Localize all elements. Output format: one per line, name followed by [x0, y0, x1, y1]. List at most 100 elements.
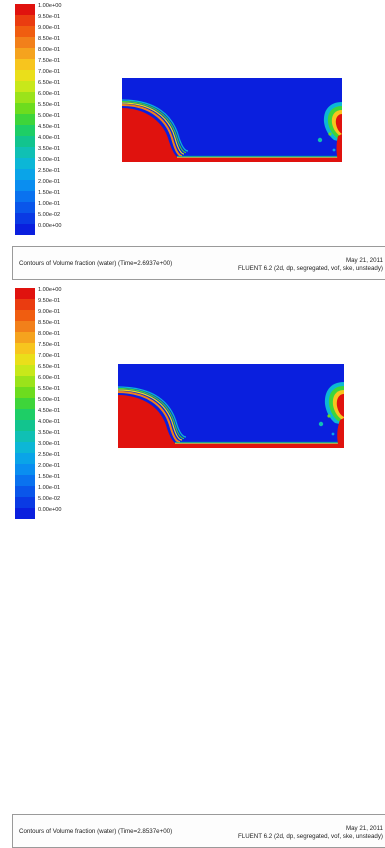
- colormap-swatch: [15, 310, 35, 321]
- droplet: [332, 148, 336, 152]
- colormap-swatch: [15, 103, 35, 114]
- colormap-label: 5.50e-01: [38, 102, 61, 108]
- colormap-swatch: [15, 387, 35, 398]
- colormap-label: 8.00e-01: [38, 331, 61, 337]
- colormap-swatch: [15, 332, 35, 343]
- colormap-label: 6.50e-01: [38, 364, 61, 370]
- caption-title: Contours of Volume fraction (water) (Tim…: [19, 828, 173, 835]
- colormap-label: 7.50e-01: [38, 342, 61, 348]
- colormap-label: 4.00e-01: [38, 419, 61, 425]
- colormap-label: 6.00e-01: [38, 91, 61, 97]
- colormap-swatch: [15, 15, 35, 26]
- colormap-label: 2.00e-01: [38, 463, 61, 469]
- colormap-label: 1.00e+00: [38, 3, 62, 9]
- colormap-swatch: [15, 224, 35, 235]
- colormap-swatch: [15, 147, 35, 158]
- colormap-label: 5.00e-01: [38, 397, 61, 403]
- colormap-label: 8.50e-01: [38, 320, 61, 326]
- colormap-swatch: [15, 365, 35, 376]
- colormap-swatch: [15, 125, 35, 136]
- colormap-swatch: [15, 508, 35, 519]
- bottom-water-film: [177, 158, 342, 162]
- colormap-swatch: [15, 321, 35, 332]
- colormap-label: 7.00e-01: [38, 69, 61, 75]
- colormap-bar: [15, 288, 35, 519]
- colormap-swatch: [15, 343, 35, 354]
- colormap-label: 1.00e-01: [38, 201, 61, 207]
- colormap-label: 8.50e-01: [38, 36, 61, 42]
- colormap-swatch: [15, 464, 35, 475]
- colormap-label: 2.50e-01: [38, 452, 61, 458]
- colormap-label: 3.00e-01: [38, 157, 61, 163]
- colormap-label: 7.50e-01: [38, 58, 61, 64]
- colormap-swatch: [15, 70, 35, 81]
- colormap-swatch: [15, 4, 35, 15]
- colormap-label: 1.50e-01: [38, 190, 61, 196]
- colormap-swatch: [15, 398, 35, 409]
- caption-date: May 21, 2011: [345, 257, 383, 264]
- colormap-swatch: [15, 431, 35, 442]
- colormap-label: 4.50e-01: [38, 408, 61, 414]
- volume-fraction-contour: [122, 78, 342, 162]
- colormap-swatch: [15, 213, 35, 224]
- colormap-label: 4.50e-01: [38, 124, 61, 130]
- colormap-label: 6.00e-01: [38, 375, 61, 381]
- colormap-label: 0.00e+00: [38, 507, 62, 513]
- caption-solver: FLUENT 6.2 (2d, dp, segregated, vof, ske…: [237, 833, 383, 840]
- colormap-label: 3.50e-01: [38, 430, 61, 436]
- colormap-swatch: [15, 486, 35, 497]
- colormap-label: 5.50e-01: [38, 386, 61, 392]
- colormap-swatch: [15, 191, 35, 202]
- colormap-label: 1.00e-01: [38, 485, 61, 491]
- plot-caption: Contours of Volume fraction (water) (Tim…: [12, 814, 385, 848]
- colormap-swatch: [15, 442, 35, 453]
- colormap-label: 9.50e-01: [38, 298, 61, 304]
- colormap-label: 0.00e+00: [38, 223, 62, 229]
- plot-caption: Contours of Volume fraction (water) (Tim…: [12, 246, 385, 280]
- colormap-labels: 1.00e+00 9.50e-01 9.00e-01 8.50e-01 8.00e-01…: [38, 1, 62, 232]
- droplet: [331, 432, 335, 436]
- colormap-swatch: [15, 158, 35, 169]
- droplet: [327, 414, 331, 418]
- colormap-label: 5.00e-02: [38, 496, 61, 502]
- droplet: [328, 132, 332, 136]
- colormap-swatch: [15, 475, 35, 486]
- colormap-swatch: [15, 376, 35, 387]
- caption-title: Contours of Volume fraction (water) (Tim…: [19, 260, 173, 267]
- colormap-label: 9.00e-01: [38, 25, 61, 31]
- left-interface: [122, 104, 183, 157]
- colormap-swatch: [15, 92, 35, 103]
- colormap-label: 2.50e-01: [38, 168, 61, 174]
- colormap-swatch: [15, 497, 35, 508]
- colormap-swatch: [15, 114, 35, 125]
- caption-solver: FLUENT 6.2 (2d, dp, segregated, vof, ske…: [237, 265, 383, 272]
- colormap-label: 7.00e-01: [38, 353, 61, 359]
- colormap-swatch: [15, 48, 35, 59]
- colormap-swatch: [15, 59, 35, 70]
- colormap-labels: 1.00e+00 9.50e-01 9.00e-01 8.50e-01 8.00e-01…: [38, 285, 62, 516]
- colormap-label: 3.00e-01: [38, 441, 61, 447]
- colormap-label: 5.00e-02: [38, 212, 61, 218]
- colormap-swatch: [15, 180, 35, 191]
- droplet: [317, 137, 323, 143]
- colormap-swatch: [15, 169, 35, 180]
- colormap-label: 5.00e-01: [38, 113, 61, 119]
- colormap-swatch: [15, 409, 35, 420]
- colormap-label: 8.00e-01: [38, 47, 61, 53]
- caption-date: May 21, 2011: [345, 825, 383, 832]
- colormap-swatch: [15, 420, 35, 431]
- colormap-label: 9.50e-01: [38, 14, 61, 20]
- colormap-label: 9.00e-01: [38, 309, 61, 315]
- colormap-swatch: [15, 453, 35, 464]
- contour-panel-1: 1.00e+00 9.50e-01 9.00e-01 8.50e-01 8.00e-01…: [0, 0, 385, 282]
- left-water-inflow: [122, 108, 180, 162]
- colormap-label: 1.00e+00: [38, 287, 62, 293]
- colormap-label: 3.50e-01: [38, 146, 61, 152]
- colormap-bar: [15, 4, 35, 235]
- colormap-swatch: [15, 136, 35, 147]
- volume-fraction-contour: [118, 364, 344, 448]
- left-water-inflow: [118, 395, 178, 448]
- bottom-water-film: [175, 444, 344, 448]
- colormap-swatch: [15, 81, 35, 92]
- colormap-swatch: [15, 299, 35, 310]
